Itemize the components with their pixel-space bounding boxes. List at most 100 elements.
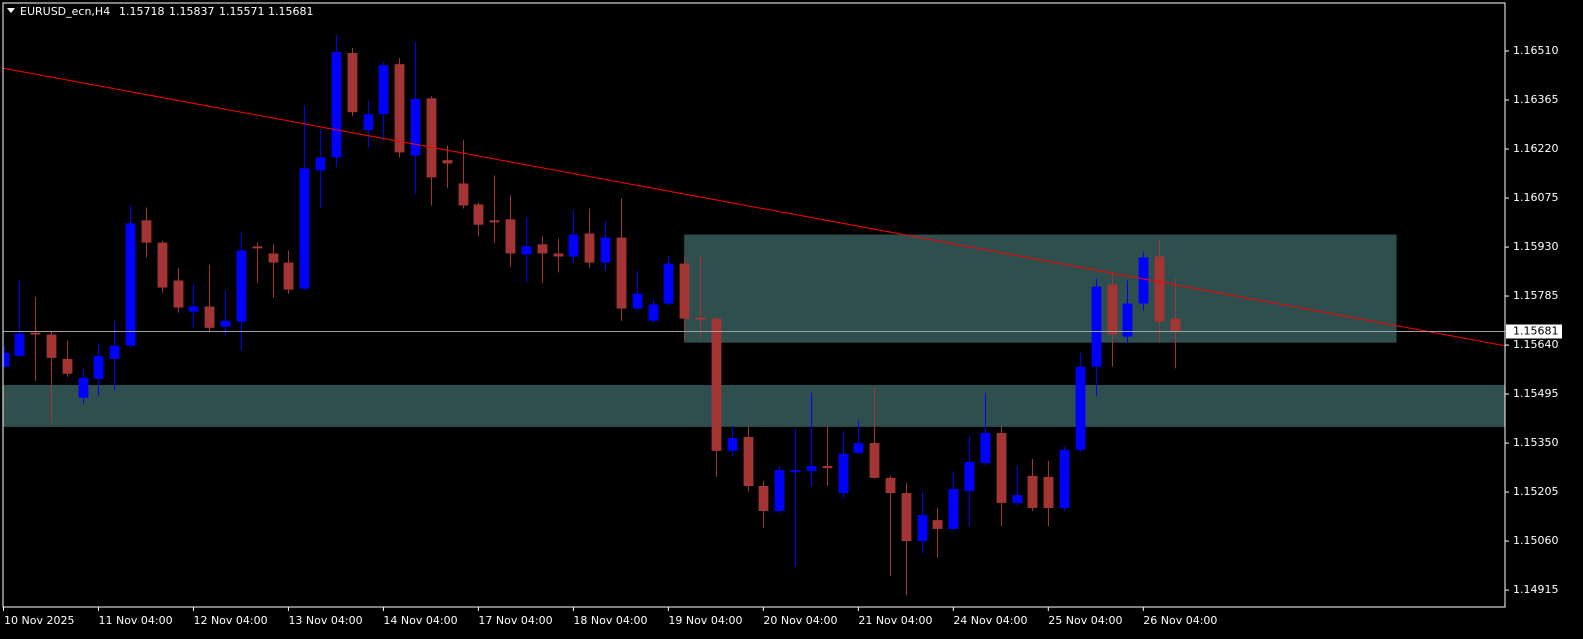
x-tick-label: 19 Nov 04:00 — [668, 614, 742, 627]
y-tick-label: 1.15350 — [1513, 436, 1559, 449]
candle-body — [1170, 318, 1181, 332]
candle-body — [885, 477, 896, 494]
x-tick-label: 17 Nov 04:00 — [478, 614, 552, 627]
x-tick-label: 25 Nov 04:00 — [1048, 614, 1122, 627]
candles-layer — [3, 35, 1181, 596]
x-tick-label: 14 Nov 04:00 — [383, 614, 457, 627]
y-tick-label: 1.16075 — [1513, 191, 1559, 204]
candle-body — [932, 520, 943, 529]
y-tick-label: 1.15785 — [1513, 289, 1559, 302]
candle-body — [521, 246, 532, 255]
candle-body — [62, 358, 73, 374]
candle-body — [347, 53, 358, 113]
y-tick-label: 1.14915 — [1513, 583, 1559, 596]
x-tick-label: 10 Nov 2025 — [4, 614, 74, 627]
candle-body — [822, 466, 833, 469]
candle-body — [220, 320, 231, 327]
candle-body — [537, 244, 548, 254]
candle-body — [299, 168, 310, 289]
zone — [3, 384, 1505, 427]
candle-body — [3, 352, 10, 367]
candle-body — [173, 280, 184, 308]
candle-body — [30, 332, 41, 335]
x-tick-label: 20 Nov 04:00 — [763, 614, 837, 627]
candle-body — [157, 242, 168, 288]
candle-body — [442, 160, 453, 164]
candle-body — [996, 432, 1007, 503]
y-tick-label: 1.16365 — [1513, 93, 1559, 106]
candle-body — [93, 355, 104, 379]
candle-body — [46, 334, 57, 358]
candle-body — [553, 253, 564, 257]
candle-body — [188, 306, 199, 312]
candle-body — [743, 436, 754, 486]
candle-body — [695, 317, 706, 320]
candle-body — [948, 489, 959, 529]
candle-body — [426, 98, 437, 178]
header-high: 1.15837 — [169, 5, 215, 18]
candle-body — [853, 443, 864, 453]
candle-body — [901, 493, 912, 542]
candle-body — [568, 234, 579, 257]
candle-body — [505, 219, 516, 254]
y-tick-label: 1.15060 — [1513, 534, 1559, 547]
menu-triangle — [7, 8, 15, 13]
y-tick-label: 1.16510 — [1513, 44, 1559, 57]
candle-body — [1075, 366, 1086, 450]
zones-layer — [3, 234, 1505, 427]
candle-body — [1107, 284, 1118, 335]
candle-body — [283, 262, 294, 290]
header-low: 1.15571 — [219, 5, 265, 18]
candle-body — [616, 237, 627, 309]
candle-body — [869, 443, 880, 478]
candle-body — [109, 345, 120, 359]
candle-body — [141, 220, 152, 243]
candle-body — [790, 470, 801, 473]
candle-body — [648, 304, 659, 321]
candle-body — [252, 246, 263, 249]
plot-frame — [2, 2, 1506, 608]
candle-body — [1059, 449, 1070, 508]
candle-body — [458, 183, 469, 206]
x-tick-label: 21 Nov 04:00 — [858, 614, 932, 627]
candle-body — [632, 293, 643, 309]
candle-body — [600, 237, 611, 263]
candle-body — [980, 432, 991, 464]
candle-body — [964, 461, 975, 492]
x-tick-label: 24 Nov 04:00 — [953, 614, 1027, 627]
y-tick-label: 1.16220 — [1513, 142, 1559, 155]
x-tick-label: 12 Nov 04:00 — [193, 614, 267, 627]
x-tick-label: 13 Nov 04:00 — [288, 614, 362, 627]
candle-body — [268, 253, 279, 263]
candle-body — [758, 485, 769, 512]
candle-body — [584, 233, 595, 263]
candle-body — [331, 52, 342, 158]
candle-body — [1043, 476, 1054, 508]
candle-body — [1091, 286, 1102, 367]
candle-body — [917, 515, 928, 542]
candle-body — [1122, 303, 1133, 337]
candle-body — [204, 306, 215, 328]
candle-body — [394, 64, 405, 153]
candle-body — [1138, 257, 1149, 304]
bid-label: 1.15681 — [1513, 325, 1559, 338]
y-tick-label: 1.15205 — [1513, 485, 1559, 498]
trendline — [3, 67, 1505, 347]
candle-body — [489, 220, 500, 223]
x-tick-label: 18 Nov 04:00 — [573, 614, 647, 627]
candle-body — [236, 250, 247, 322]
candle-body — [1027, 475, 1038, 508]
y-tick-label: 1.15640 — [1513, 338, 1559, 351]
x-tick-label: 26 Nov 04:00 — [1143, 614, 1217, 627]
candle-body — [1154, 256, 1165, 322]
candle-body — [14, 333, 25, 356]
candle-body — [774, 470, 785, 512]
x-tick-label: 11 Nov 04:00 — [98, 614, 172, 627]
candle-body — [1012, 495, 1023, 503]
zone — [684, 234, 1397, 343]
header-close: 1.15681 — [268, 5, 314, 18]
candle-body — [78, 377, 89, 398]
